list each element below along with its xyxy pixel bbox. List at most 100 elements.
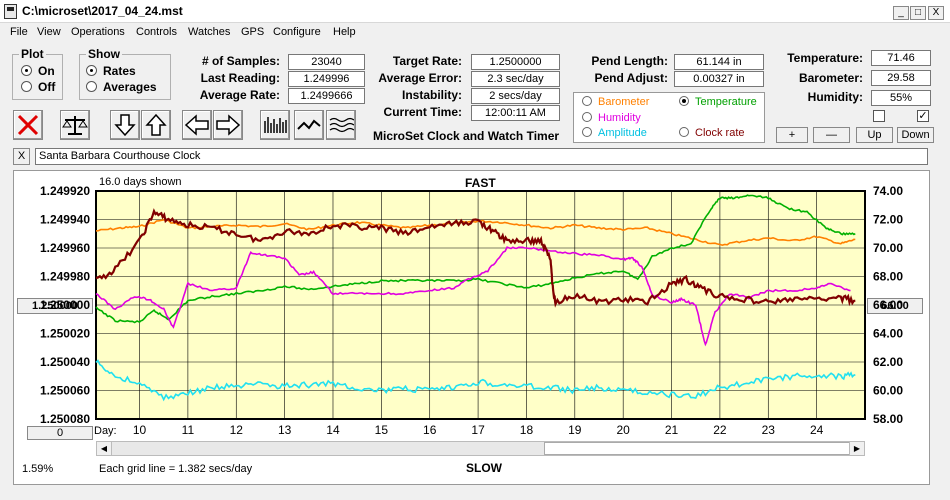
stop-button[interactable] — [13, 110, 43, 140]
x-tick-label: 10 — [133, 423, 147, 437]
y-left-tick-label: 1.249980 — [40, 270, 90, 284]
menu-configure[interactable]: Configure — [273, 26, 321, 38]
percent-label: 1.59% — [22, 463, 54, 475]
radio-dot-icon — [86, 65, 97, 76]
show-group-title: Show — [86, 47, 122, 61]
up-arrow-button[interactable] — [141, 110, 171, 140]
radio-dot-icon — [679, 96, 689, 106]
menu-gps[interactable]: GPS — [241, 26, 265, 38]
right-arrow-button[interactable] — [213, 110, 243, 140]
y-right-tick-label: 66.00 — [873, 298, 903, 312]
line-view-button[interactable] — [294, 110, 324, 140]
series-line-temperature — [95, 194, 856, 324]
grid-note: Each grid line = 1.382 secs/day — [99, 463, 253, 475]
line-chart-icon — [297, 119, 321, 130]
average-rate-value: 1.2499666 — [288, 88, 365, 104]
x-tick-label: 15 — [375, 423, 389, 437]
legend-amplitude[interactable]: Amplitude — [582, 127, 647, 139]
chart-panel: 16.0 days shown FAST SLOW Each grid line… — [13, 170, 930, 485]
target-rate-value: 1.2500000 — [471, 54, 560, 70]
y-left-tick-label: 1.250080 — [40, 412, 90, 426]
barometer-label: Barometer: — [798, 71, 863, 85]
radio-dot-icon — [679, 127, 689, 137]
legend-humidity-label: Humidity — [598, 112, 641, 124]
target-rate-label: Target Rate: — [392, 54, 462, 68]
clock-close-button[interactable]: X — [13, 148, 30, 165]
legend-humidity[interactable]: Humidity — [582, 112, 641, 124]
down-arrow-button[interactable] — [110, 110, 140, 140]
x-tick-label: 19 — [568, 423, 582, 437]
left-arrow-button[interactable] — [182, 110, 212, 140]
legend-clock-rate-label: Clock rate — [695, 127, 745, 139]
plus-button[interactable]: + — [776, 127, 808, 143]
y-right-tick-label: 62.00 — [873, 355, 903, 369]
instability-label: Instability: — [401, 88, 462, 102]
x-tick-label: 12 — [230, 423, 244, 437]
radio-dot-icon — [582, 112, 592, 122]
menu-view[interactable]: View — [37, 26, 61, 38]
y-right-tick-label: 64.00 — [873, 327, 903, 341]
legend-temperature-label: Temperature — [695, 96, 757, 108]
days-shown-label: 16.0 days shown — [99, 176, 182, 188]
show-rates-label: Rates — [103, 64, 136, 78]
current-time-label: Current Time: — [383, 105, 462, 119]
y-right-tick-label: 58.00 — [873, 412, 903, 426]
average-rate-label: Average Rate: — [199, 88, 280, 102]
scroll-left-icon[interactable]: ◀ — [97, 442, 112, 455]
clock-name-field[interactable]: Santa Barbara Courthouse Clock — [35, 148, 928, 165]
minus-button[interactable]: — — [813, 127, 850, 143]
legend-barometer[interactable]: Barometer — [582, 96, 649, 108]
bar-view-button[interactable] — [260, 110, 290, 140]
bar-chart-icon — [264, 117, 287, 133]
radio-dot-icon — [21, 81, 32, 92]
legend-clock-rate[interactable]: Clock rate — [679, 127, 745, 139]
horizontal-scrollbar[interactable]: ◀ ▶ — [96, 441, 865, 456]
y-left-tick-label: 1.249940 — [40, 213, 90, 227]
menu-watches[interactable]: Watches — [188, 26, 231, 38]
pend-length-label: Pend Length: — [591, 54, 668, 68]
radio-dot-icon — [582, 96, 592, 106]
minimize-button[interactable]: _ — [893, 6, 909, 20]
checkbox-1[interactable] — [873, 110, 885, 122]
legend-temperature[interactable]: Temperature — [679, 96, 757, 108]
menu-help[interactable]: Help — [333, 26, 356, 38]
plot-series-selector: Barometer Temperature Humidity Clock rat… — [573, 92, 765, 143]
y-left-tick-label: 1.250040 — [40, 355, 90, 369]
left-axis-button[interactable]: 1.250000 — [17, 298, 93, 314]
right-axis-button[interactable]: 66.00 — [867, 298, 923, 314]
fast-label: FAST — [465, 176, 496, 190]
show-averages-radio[interactable]: Averages — [86, 80, 157, 94]
app-icon[interactable] — [4, 4, 17, 19]
scroll-value-button[interactable]: 0 — [27, 426, 93, 440]
legend-amplitude-label: Amplitude — [598, 127, 647, 139]
close-button[interactable]: X — [928, 6, 944, 20]
show-rates-radio[interactable]: Rates — [86, 64, 136, 78]
up-button[interactable]: Up — [856, 127, 893, 143]
plot-off-radio[interactable]: Off — [21, 80, 55, 94]
average-error-label: Average Error: — [378, 71, 462, 85]
down-button[interactable]: Down — [897, 127, 934, 143]
scroll-right-icon[interactable]: ▶ — [849, 442, 864, 455]
wave-view-button[interactable] — [326, 110, 356, 140]
menu-file[interactable]: File — [10, 26, 28, 38]
checkbox-2[interactable]: ✓ — [917, 110, 929, 122]
menu-controls[interactable]: Controls — [136, 26, 177, 38]
x-axis-label: Day: — [94, 425, 117, 437]
radio-dot-icon — [21, 65, 32, 76]
series-line-clock-rate — [95, 208, 856, 308]
radio-dot-icon — [86, 81, 97, 92]
barometer-value: 29.58 — [871, 70, 931, 86]
app-subtitle: MicroSet Clock and Watch Timer — [373, 129, 560, 143]
wave-icon — [329, 117, 354, 133]
humidity-value: 55% — [871, 90, 931, 106]
maximize-button[interactable]: □ — [910, 6, 926, 20]
down-arrow-icon — [114, 114, 136, 137]
x-tick-label: 18 — [520, 423, 534, 437]
scroll-thumb[interactable] — [544, 442, 850, 455]
temperature-label: Temperature: — [787, 51, 863, 65]
menu-operations[interactable]: Operations — [71, 26, 125, 38]
last-reading-label: Last Reading: — [200, 71, 280, 85]
plot-on-radio[interactable]: On — [21, 64, 55, 78]
rate-chart: 1.249920 74.00 1.249940 72.00 1.249960 70.00 1… — [40, 184, 903, 437]
balance-button[interactable] — [60, 110, 90, 140]
